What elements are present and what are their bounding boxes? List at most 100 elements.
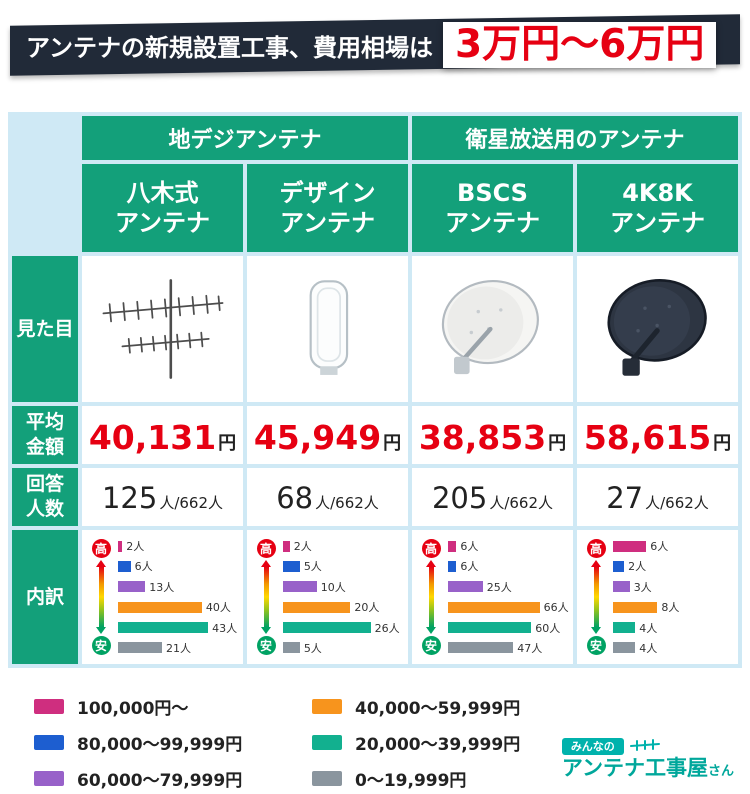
respondents-4k8k: 27 人/662人 [577, 468, 738, 526]
high-price-marker: 高 [91, 539, 111, 558]
breakdown-bar-row: 5人 [283, 641, 404, 655]
low-price-marker: 安 [421, 636, 441, 655]
breakdown-bar-row: 25人 [448, 580, 569, 594]
price-scale: 高 安 [585, 539, 607, 655]
breakdown-bar-row: 3人 [613, 580, 734, 594]
breakdown-bar-row: 6人 [448, 559, 569, 573]
breakdown-bar-row: 40人 [118, 600, 239, 614]
breakdown-chart-4k8k: 高 安 6人 2人 3人 8人 4人 4人 [577, 530, 738, 664]
group-header-satellite: 衛星放送用のアンテナ [412, 116, 738, 160]
appearance-cell-bscs [412, 256, 573, 402]
legend-item: 80,000〜99,999円 [34, 730, 312, 755]
appearance-cell-design [247, 256, 408, 402]
breakdown-bar [448, 601, 540, 613]
respondents-unit: 人/662人 [489, 494, 554, 512]
low-price-marker: 安 [91, 636, 111, 655]
comparison-table: 地デジアンテナ 衛星放送用のアンテナ 八木式 アンテナ デザイン アンテナ BS… [12, 116, 738, 664]
column-header-bscs: BSCS アンテナ [412, 164, 573, 252]
legend: 100,000円〜 80,000〜99,999円 60,000〜79,999円 40,… [34, 694, 654, 791]
average-amount-design: 45,949 円 [247, 406, 408, 464]
average-amount-bscs: 38,853 円 [412, 406, 573, 464]
column-header-4k8k: 4K8K アンテナ [577, 164, 738, 252]
price-gradient-line [98, 567, 104, 627]
respondents-unit: 人/662人 [315, 494, 379, 512]
breakdown-bar [283, 560, 300, 572]
respondents-unit: 人/662人 [159, 494, 224, 512]
breakdown-bar-value: 5人 [303, 641, 322, 655]
respondents-value: 125 [101, 481, 158, 515]
breakdown-bar-row: 21人 [118, 641, 239, 655]
legend-item: 60,000〜79,999円 [34, 766, 312, 791]
breakdown-chart-bscs: 高 安 6人 6人 25人 66人 60人 47人 [412, 530, 573, 664]
breakdown-bar [613, 540, 647, 552]
breakdown-bar-value: 10人 [320, 580, 346, 594]
logo-name: アンテナ工事屋さん [562, 756, 734, 780]
bar-chart: 2人 5人 10人 20人 26人 5人 [283, 539, 404, 655]
breakdown-bar-value: 5人 [303, 560, 322, 574]
breakdown-bar [118, 642, 163, 654]
price-gradient-line [428, 567, 434, 627]
legend-item: 40,000〜59,999円 [312, 694, 654, 719]
breakdown-bar [613, 622, 636, 634]
average-amount-4k8k: 58,615 円 [577, 406, 738, 464]
legend-item: 0〜19,999円 [312, 766, 654, 791]
breakdown-bar [118, 601, 202, 613]
respondents-value: 68 [276, 481, 314, 515]
breakdown-bar-row: 5人 [283, 559, 404, 573]
column-header-yagi: 八木式 アンテナ [82, 164, 243, 252]
arrow-down-icon [261, 627, 271, 634]
breakdown-bar [283, 581, 317, 593]
breakdown-bar-value: 20人 [354, 601, 380, 615]
breakdown-bar [613, 642, 636, 654]
breakdown-bar-row: 4人 [613, 641, 734, 655]
legend-swatch [34, 699, 64, 714]
amount-unit: 円 [713, 433, 732, 454]
amount-value: 45,949 [253, 418, 382, 457]
row-label-respondents: 回答 人数 [12, 468, 78, 526]
respondents-bscs: 205 人/662人 [412, 468, 573, 526]
breakdown-bar-row: 60人 [448, 621, 569, 635]
breakdown-bar-row: 2人 [613, 559, 734, 573]
appearance-cell-4k8k [577, 256, 738, 402]
site-logo[interactable]: みんなの アンテナ工事屋さん [561, 737, 734, 780]
breakdown-bar-row: 10人 [283, 580, 404, 594]
amount-unit: 円 [383, 433, 402, 454]
breakdown-bar-row: 6人 [448, 539, 569, 553]
breakdown-bar [118, 560, 131, 572]
arrow-up-icon [591, 560, 601, 567]
breakdown-bar-row: 43人 [118, 621, 239, 635]
price-gradient-line [263, 567, 269, 627]
breakdown-bar-row: 13人 [118, 580, 239, 594]
breakdown-bar-value: 43人 [212, 621, 238, 635]
low-price-marker: 安 [256, 636, 276, 655]
breakdown-bar-value: 21人 [166, 641, 192, 655]
breakdown-bar [118, 540, 123, 552]
4k8k-dish-antenna-image [606, 278, 707, 376]
breakdown-bar [613, 581, 630, 593]
legend-swatch [34, 771, 64, 786]
amount-value: 58,615 [583, 418, 712, 457]
table-corner-spacer [12, 116, 78, 252]
breakdown-bar-value: 66人 [543, 601, 569, 615]
breakdown-bar-value: 4人 [639, 621, 658, 635]
breakdown-bar [448, 642, 514, 654]
breakdown-bar [118, 622, 209, 634]
respondents-value: 205 [431, 481, 488, 515]
respondents-unit: 人/662人 [645, 494, 709, 512]
respondents-value: 27 [606, 481, 644, 515]
low-price-marker: 安 [586, 636, 606, 655]
breakdown-bar [118, 581, 146, 593]
breakdown-bar-row: 2人 [118, 539, 239, 553]
breakdown-bar-row: 4人 [613, 621, 734, 635]
breakdown-bar-value: 40人 [205, 601, 231, 615]
design-antenna-image [309, 280, 348, 375]
legend-label: 0〜19,999円 [355, 771, 467, 791]
price-range-text: 3万円〜6万円 [455, 21, 705, 67]
breakdown-bar [283, 622, 371, 634]
breakdown-bar-row: 20人 [283, 600, 404, 614]
yagi-antenna-image [102, 279, 223, 379]
group-header-terrestrial: 地デジアンテナ [82, 116, 408, 160]
breakdown-chart-design: 高 安 2人 5人 10人 20人 26人 5人 [247, 530, 408, 664]
high-price-marker: 高 [256, 539, 276, 558]
bar-chart: 6人 6人 25人 66人 60人 47人 [448, 539, 569, 655]
